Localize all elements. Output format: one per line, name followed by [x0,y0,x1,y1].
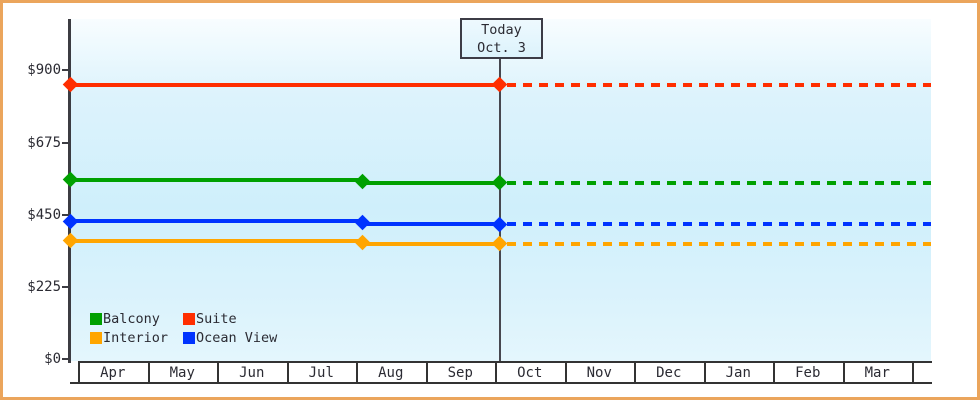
month-label: Mar [864,364,890,381]
price-line-balcony [69,177,363,182]
y-tick-label: $450 [27,206,61,223]
projected-line-suite [506,82,931,87]
month-cell-divider [217,361,219,383]
y-tick-mark [62,286,70,289]
y-tick-label: $225 [27,279,61,296]
month-cell-divider [564,361,567,383]
plot-area [71,19,931,361]
legend-item-interior: Interior [90,328,183,347]
legend: Balcony Suite Interior Ocean View [90,309,277,347]
projected-line-balcony [506,180,931,185]
month-cell-divider [78,361,80,383]
interior-color-swatch [90,331,102,344]
price-line-balcony-after-change [362,180,500,185]
y-tick-mark [62,141,70,144]
month-cell-divider [495,361,497,383]
legend-label-interior: Interior [103,329,169,346]
month-label: Oct [517,364,543,381]
ocean-view-color-swatch [183,331,195,344]
legend-item-ocean-view: Ocean View [183,328,277,347]
month-cell-divider [912,361,914,383]
month-label: Aug [378,364,404,381]
y-tick-label: $675 [27,134,61,151]
month-cell-divider [425,361,428,383]
month-cell-divider [703,361,706,383]
month-cell-divider [842,361,845,383]
month-row-bottom-border [70,381,932,384]
month-label: Apr [100,364,126,381]
month-label: Sep [447,364,473,381]
legend-item-suite: Suite [183,309,277,328]
legend-label-balcony: Balcony [103,310,160,327]
month-cell-divider [147,361,150,383]
month-row-top-border [78,360,932,363]
today-box: Today Oct. 3 [460,18,543,59]
month-label: Jan [725,364,751,381]
month-cell-divider [634,361,636,383]
y-tick-mark [62,358,70,361]
month-cell-divider [356,361,358,383]
month-label: Jul [308,364,334,381]
projected-line-interior [506,241,931,246]
month-label: Nov [586,364,612,381]
month-label: Feb [795,364,821,381]
y-tick-label: $0 [44,351,61,368]
month-label: Dec [656,364,682,381]
today-box-date: Oct. 3 [477,39,526,56]
price-line-interior-after-change [362,241,500,246]
month-cell-divider [286,361,289,383]
legend-label-suite: Suite [196,310,237,327]
suite-color-swatch [183,312,195,325]
month-label: May [169,364,195,381]
today-box-label: Today [481,21,522,38]
month-cell-divider [773,361,775,383]
month-label: Jun [239,364,265,381]
price-line-suite [69,82,500,87]
today-marker-line [499,58,501,361]
y-tick-mark [62,213,70,216]
legend-label-ocean-view: Ocean View [196,329,278,346]
y-tick-label: $900 [27,62,61,79]
legend-item-balcony: Balcony [90,309,183,328]
price-line-interior [69,238,363,243]
y-axis-line [68,19,71,363]
y-tick-mark [62,69,70,72]
price-line-ocean-view-after-change [362,222,500,227]
balcony-color-swatch [90,312,102,325]
price-line-ocean-view [69,219,363,224]
projected-line-ocean-view [506,222,931,227]
